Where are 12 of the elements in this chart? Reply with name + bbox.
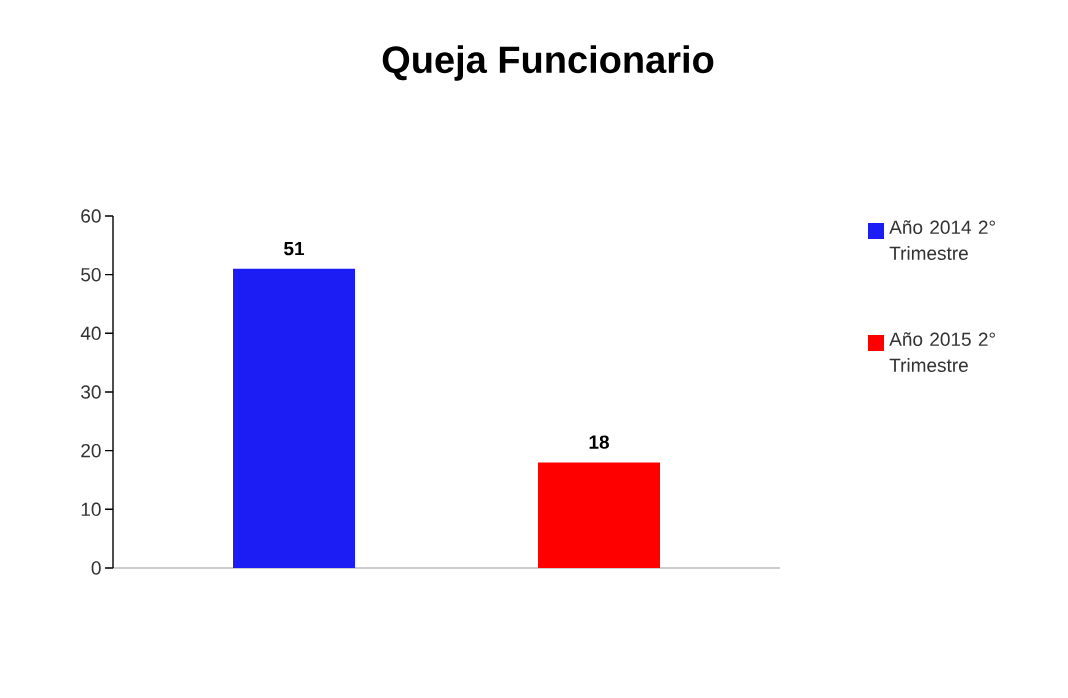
legend-label: Año 2014 2° Trimestre: [889, 220, 995, 260]
y-tick-label: 40: [80, 326, 101, 341]
y-tick-label: 30: [81, 385, 101, 399]
y-tick-label: 10: [81, 502, 101, 517]
chart-title: Queja Funcionario: [382, 45, 714, 81]
y-tick-label: 50: [81, 267, 101, 282]
data-label: 18: [589, 435, 609, 449]
legend-label: Año 2015 2° Trimestre: [889, 332, 995, 372]
y-tick-label: 20: [81, 443, 101, 458]
y-tick-label: 60: [81, 209, 101, 223]
data-label: 51: [284, 242, 305, 256]
y-tick-label: 0: [91, 561, 101, 575]
